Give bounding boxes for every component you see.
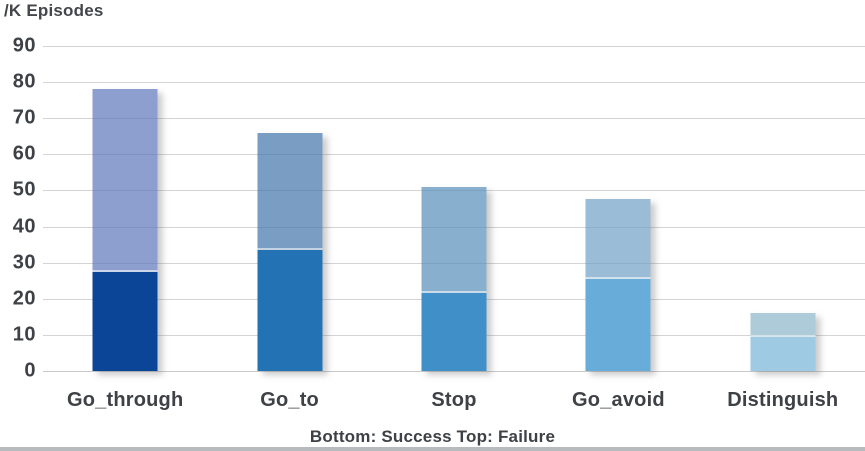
bar-go_through [92,89,158,371]
gridline-y-70 [43,118,865,120]
gridline-y-90 [43,46,865,47]
bar-segment-success-go_to [257,250,323,371]
y-tick-label-30: 30 [12,251,36,274]
y-tick-label-60: 60 [12,142,36,165]
bar-segment-failure-stop [421,186,487,294]
y-tick-label-0: 0 [24,359,36,382]
bar-go_to [257,132,323,371]
x-category-label-distinguish: Distinguish [727,389,839,411]
x-category-label-go_avoid: Go_avoid [572,389,665,411]
chart-caption: Bottom: Success Top: Failure [309,427,556,446]
y-tick-label-20: 20 [12,287,36,310]
x-category-label-go_to: Go_to [260,389,319,411]
gridline-y-0 [43,371,865,372]
bar-go_avoid [585,199,651,371]
bottom-edge-divider [0,447,865,451]
bar-segment-failure-go_avoid [585,199,651,279]
bar-segment-failure-go_through [92,89,158,272]
y-tick-label-50: 50 [12,178,36,201]
bar-segment-failure-distinguish [750,313,816,337]
bar-segment-success-distinguish [750,336,816,371]
y-tick-label-80: 80 [12,70,36,93]
bar-segment-failure-go_to [257,132,323,251]
bar-distinguish [750,313,816,371]
bar-segment-success-go_avoid [585,278,651,371]
y-axis-title: /K Episodes [4,1,104,20]
y-tick-label-90: 90 [12,34,36,57]
y-tick-label-40: 40 [12,215,36,238]
y-tick-label-70: 70 [12,106,36,129]
bar-stop [421,186,487,371]
bar-segment-success-go_through [92,271,158,371]
gridline-y-60 [43,154,865,156]
x-category-label-go_through: Go_through [66,389,184,411]
bar-segment-success-stop [421,293,487,371]
x-category-label-stop: Stop [431,389,477,411]
y-tick-label-10: 10 [12,323,36,346]
gridline-y-80 [43,82,865,84]
